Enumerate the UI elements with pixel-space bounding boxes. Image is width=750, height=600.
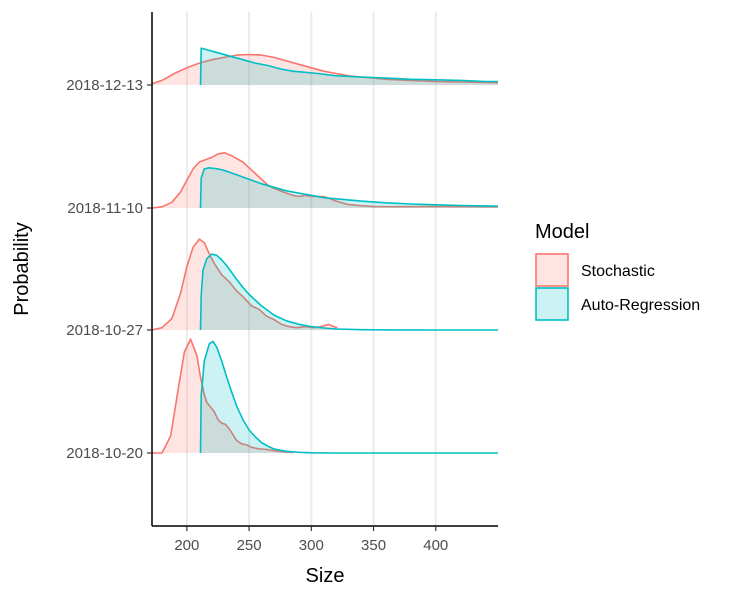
- x-axis-title: Size: [306, 565, 345, 587]
- ridge-group-2018-10-27: [151, 238, 498, 331]
- ridge-group-2018-11-10: [151, 152, 499, 209]
- ridge-group-2018-10-20: [152, 338, 498, 454]
- legend-label-stochastic: Stochastic: [581, 263, 655, 280]
- density-area-auto-regression-2018-11-10: [200, 167, 498, 208]
- x-tick-label-250: 250: [237, 537, 262, 554]
- density-line-auto-regression-2018-10-20: [199, 340, 498, 454]
- density-line-auto-regression-2018-12-13: [199, 47, 498, 86]
- density-area-auto-regression-2018-10-20: [200, 341, 498, 453]
- density-line-stochastic-2018-10-20: [152, 338, 293, 454]
- density-area-auto-regression-2018-12-13: [200, 48, 498, 85]
- y-tick-label-2018-10-20: 2018-10-20: [66, 445, 143, 462]
- legend-key-auto-regression: [535, 287, 569, 321]
- density-area-stochastic-2018-11-10: [152, 152, 498, 208]
- y-axis-title: Probability: [11, 222, 33, 315]
- x-axis-ticks: 200 250 300 350 400: [174, 526, 448, 554]
- y-tick-label-2018-11-10: 2018-11-10: [67, 200, 143, 217]
- density-line-auto-regression-2018-10-27: [199, 253, 498, 331]
- x-tick-label-400: 400: [423, 537, 448, 554]
- density-line-stochastic-2018-12-13: [151, 53, 499, 85]
- legend: Model Stochastic Auto-Regression: [535, 221, 700, 321]
- x-tick-label-350: 350: [361, 537, 386, 554]
- density-area-stochastic-2018-10-20: [152, 339, 293, 453]
- x-tick-label-200: 200: [174, 537, 199, 554]
- density-line-stochastic-2018-11-10: [151, 152, 499, 209]
- density-line-auto-regression-2018-11-10: [199, 167, 499, 209]
- density-area-stochastic-2018-10-27: [152, 239, 338, 330]
- axes: [151, 12, 498, 527]
- legend-key-stochastic: [535, 253, 569, 287]
- density-area-auto-regression-2018-10-27: [200, 254, 498, 330]
- gridlines: [185, 12, 437, 526]
- legend-label-auto-regression: Auto-Regression: [581, 297, 700, 314]
- legend-title: Model: [535, 221, 589, 243]
- density-ridges: [151, 47, 499, 454]
- y-tick-label-2018-12-13: 2018-12-13: [66, 77, 143, 94]
- ridge-group-2018-12-13: [151, 47, 499, 86]
- y-axis-ticks: 2018-10-20 2018-10-27 2018-11-10 2018-12-13: [66, 77, 152, 462]
- y-tick-label-2018-10-27: 2018-10-27: [66, 322, 143, 339]
- density-area-stochastic-2018-12-13: [152, 54, 498, 85]
- x-tick-label-300: 300: [299, 537, 324, 554]
